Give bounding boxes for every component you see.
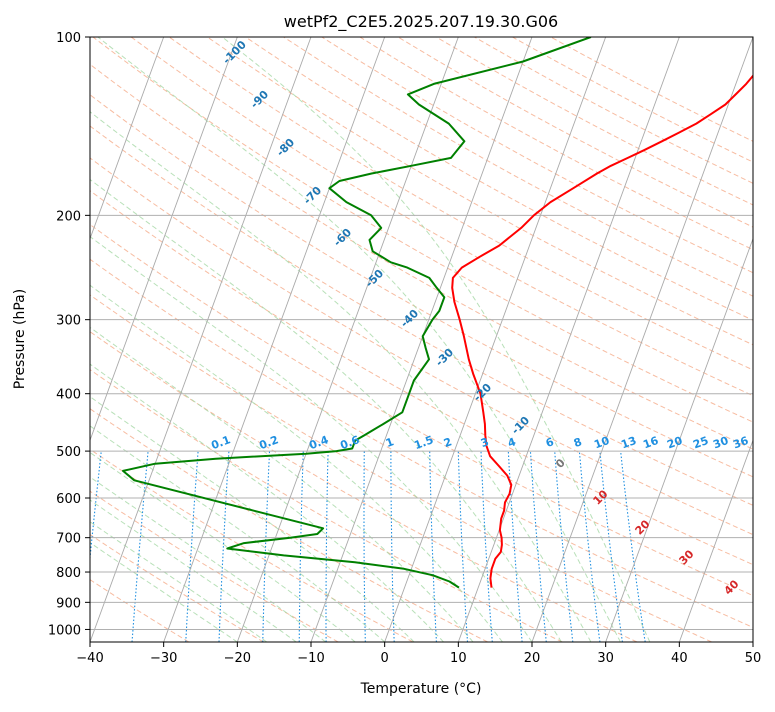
y-tick-label: 900 [56,596,81,611]
y-axis-label: Pressure (hPa) [12,289,28,389]
y-tick-label: 500 [56,445,81,460]
x-tick-label: 30 [597,651,614,666]
x-tick-label: 20 [524,651,541,666]
chart-title: wetPf2_C2E5.2025.207.19.30.G06 [284,12,558,32]
x-axis-label: Temperature (°C) [360,681,482,697]
y-tick-label: 600 [56,492,81,507]
x-tick-label: −40 [76,651,103,666]
y-tick-label: 200 [56,209,81,224]
y-tick-label: 300 [56,314,81,329]
x-tick-label: 50 [745,651,762,666]
x-tick-label: 10 [450,651,467,666]
x-tick-label: −30 [150,651,177,666]
x-tick-label: −20 [224,651,251,666]
y-tick-label: 400 [56,388,81,403]
y-tick-label: 800 [56,566,81,581]
y-tick-label: 1000 [48,623,81,638]
x-tick-label: 40 [671,651,688,666]
y-tick-label: 700 [56,532,81,547]
x-tick-label: 0 [381,651,389,666]
x-tick-label: −10 [297,651,324,666]
y-tick-label: 100 [56,31,81,46]
